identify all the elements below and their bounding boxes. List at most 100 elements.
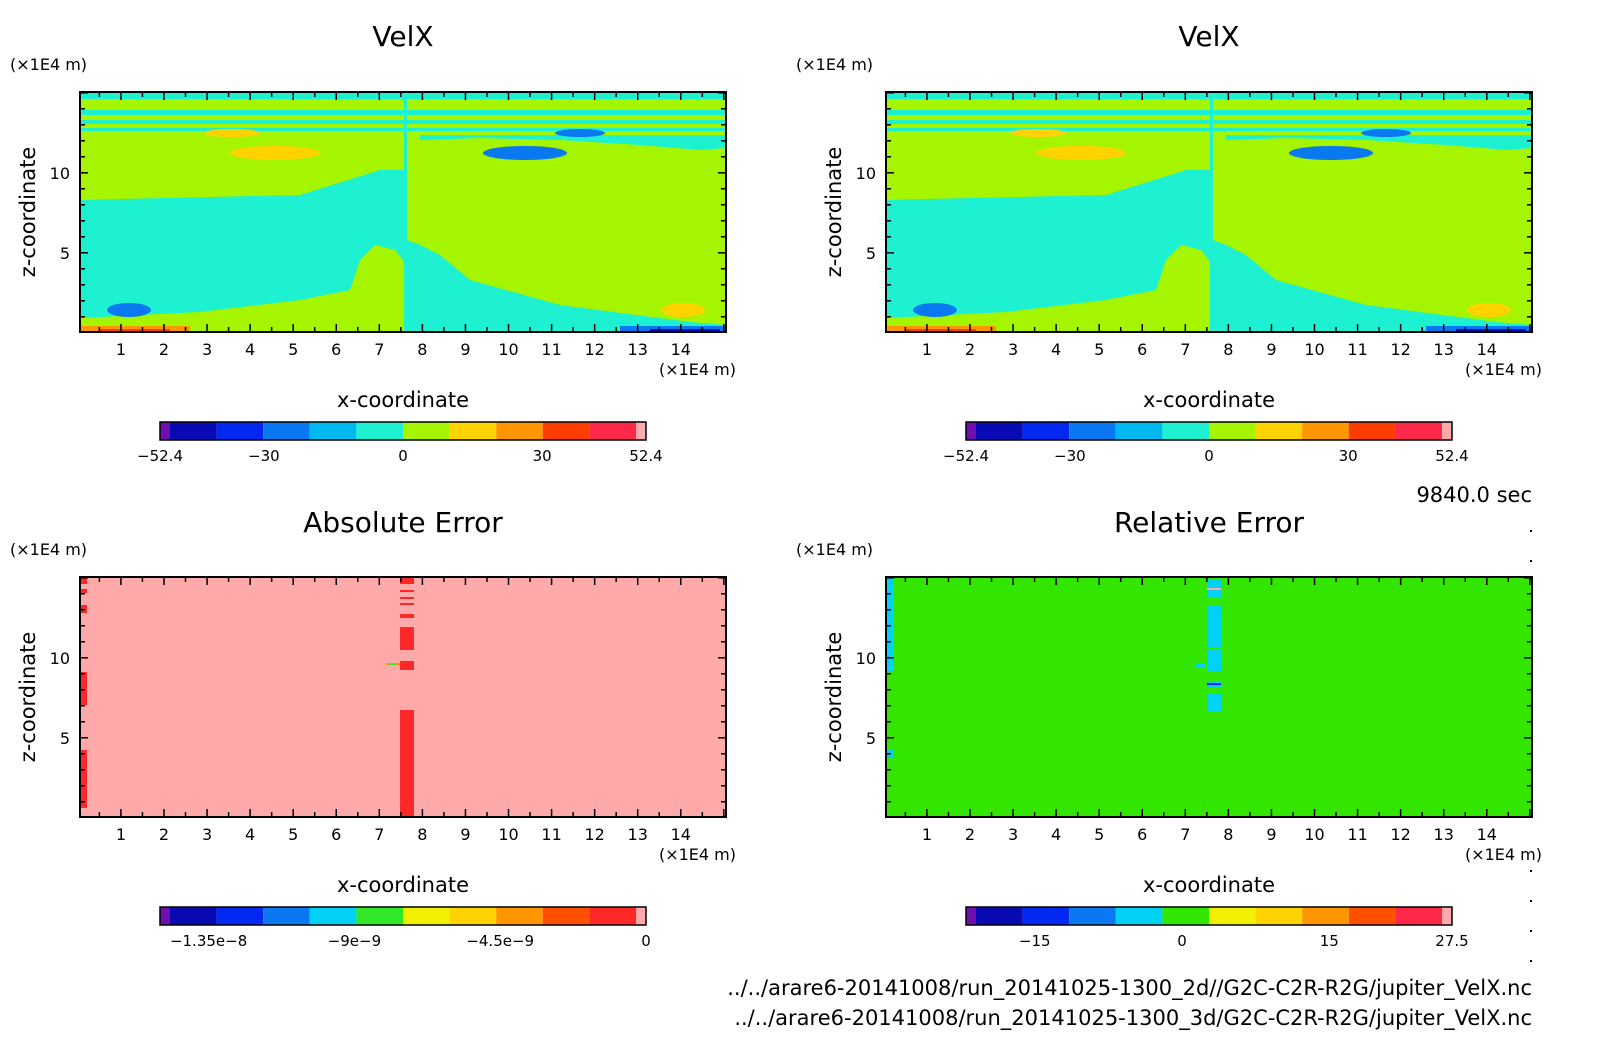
x-tick-label: 6 <box>1137 825 1147 844</box>
panel-title: VelX <box>1178 20 1239 53</box>
x-tick-label: 5 <box>1094 825 1104 844</box>
colorbar-swatch <box>1255 422 1303 440</box>
x-tick-label: 10 <box>498 340 518 359</box>
x-tick-label: 8 <box>417 825 427 844</box>
colorbar: −52.4 −30 0 30 52.4 <box>137 421 663 465</box>
colorbar-swatch <box>1348 422 1396 440</box>
colorbar-frame <box>965 421 1453 441</box>
x-tick-label: 9 <box>1266 825 1276 844</box>
colorbar-swatch <box>1442 422 1452 440</box>
x-tick-label: 2 <box>159 825 169 844</box>
colorbar-tick-label: 30 <box>533 447 552 465</box>
x-tick-label: 5 <box>1094 340 1104 359</box>
colorbar-swatch <box>216 422 264 440</box>
x-tick-label: 12 <box>584 340 604 359</box>
x-tick-label: 3 <box>202 340 212 359</box>
colorbar-swatch <box>403 422 450 440</box>
y-unit-label: (×1E4 m) <box>10 55 87 74</box>
x-tick-label: 6 <box>1137 340 1147 359</box>
x-tick-label: 12 <box>584 825 604 844</box>
colorbar-tick-label: 0 <box>1177 932 1187 950</box>
colorbar-swatch <box>170 907 217 925</box>
x-tick-label: 10 <box>1304 825 1324 844</box>
x-tick-label: 1 <box>922 340 932 359</box>
x-tick-label: 3 <box>1008 825 1018 844</box>
x-tick-label: 4 <box>245 340 255 359</box>
absolute-error-panel: Absolute Error (×1E4 m) 1 2 3 4 5 6 7 8 9 10 11 12 1… <box>10 506 736 950</box>
x-tick-label: 11 <box>541 340 561 359</box>
x-tick-label: 1 <box>116 825 126 844</box>
y-unit-label: (×1E4 m) <box>10 540 87 559</box>
x-tick-label: 4 <box>1051 825 1061 844</box>
x-tick-label: 11 <box>1347 340 1367 359</box>
colorbar-swatch <box>542 422 590 440</box>
y-tick-label: 5 <box>60 729 70 748</box>
y-unit-label: (×1E4 m) <box>796 540 873 559</box>
colorbar-swatch <box>403 907 450 925</box>
colorbar-swatch <box>170 422 217 440</box>
x-tick-label: 2 <box>159 340 169 359</box>
x-axis-label: x-coordinate <box>1143 873 1275 897</box>
colorbar-frame <box>159 906 647 926</box>
x-tick-label: 14 <box>1477 825 1497 844</box>
x-tick-label: 7 <box>374 340 384 359</box>
x-tick-label: 14 <box>671 340 691 359</box>
colorbar-swatch <box>263 907 310 925</box>
x-tick-label: 7 <box>374 825 384 844</box>
y-tick-label: 10 <box>50 649 70 668</box>
colorbar-swatch <box>589 907 636 925</box>
x-tick-label: 13 <box>628 340 648 359</box>
y-axis-label: z-coordinate <box>822 147 846 278</box>
colorbar-swatch <box>1209 907 1256 925</box>
x-tick-label: 8 <box>417 340 427 359</box>
x-tick-label: 4 <box>1051 340 1061 359</box>
x-tick-label: 8 <box>1223 340 1233 359</box>
x-tick-label: 11 <box>541 825 561 844</box>
velx-panel-right: VelX (×1E4 m) <box>796 20 1542 465</box>
x-tick-label: 1 <box>922 825 932 844</box>
colorbar-swatch <box>1255 907 1303 925</box>
colorbar-swatch <box>216 907 264 925</box>
colorbar-tick-label: 0 <box>641 932 651 950</box>
colorbar-tick-label: −52.4 <box>943 447 989 465</box>
colorbar-swatch <box>449 907 497 925</box>
colorbar-swatch <box>542 907 590 925</box>
x-tick-label: 2 <box>965 340 975 359</box>
y-axis-label: z-coordinate <box>822 632 846 763</box>
relative-error-panel: Relative Error (×1E4 m) 1 2 3 4 5 6 7 8 9 10 11 12 1… <box>796 506 1542 950</box>
colorbar-tick-label: 0 <box>398 447 408 465</box>
colorbar-tick-label: −52.4 <box>137 447 183 465</box>
plot-frame <box>885 91 1533 333</box>
colorbar-swatch <box>1115 422 1163 440</box>
x-tick-label: 3 <box>202 825 212 844</box>
colorbar-swatch <box>1395 422 1442 440</box>
colorbar-swatch <box>1209 422 1256 440</box>
colorbar-tick-label: 30 <box>1339 447 1358 465</box>
x-tick-label: 9 <box>460 825 470 844</box>
colorbar-tick-label: 15 <box>1320 932 1339 950</box>
colorbar-swatch <box>1395 907 1442 925</box>
colorbar-tick-label: −4.5e−9 <box>466 932 534 950</box>
colorbar-swatch <box>636 907 646 925</box>
x-tick-label: 5 <box>288 825 298 844</box>
colorbar-swatch <box>1022 422 1070 440</box>
colorbar-swatch <box>1115 907 1163 925</box>
x-tick-label: 14 <box>671 825 691 844</box>
x-unit-label: (×1E4 m) <box>1465 360 1542 379</box>
source-file-3d: ../../arare6-20141008/run_20141025-1300_… <box>734 1006 1532 1031</box>
colorbar-swatch <box>496 422 543 440</box>
x-unit-label: (×1E4 m) <box>1465 845 1542 864</box>
colorbar-swatch <box>1022 907 1070 925</box>
x-tick-label: 13 <box>1434 825 1454 844</box>
x-tick-label: 10 <box>1304 340 1324 359</box>
panel-title: VelX <box>372 20 433 53</box>
relative-error-field <box>886 577 1532 817</box>
colorbar-tick-label: −15 <box>1019 932 1051 950</box>
x-tick-label: 12 <box>1390 825 1410 844</box>
x-tick-label: 7 <box>1180 340 1190 359</box>
colorbar-frame <box>159 421 647 441</box>
y-axis-label: z-coordinate <box>16 147 40 278</box>
y-tick-label: 5 <box>60 244 70 263</box>
velx-field <box>886 92 1532 332</box>
